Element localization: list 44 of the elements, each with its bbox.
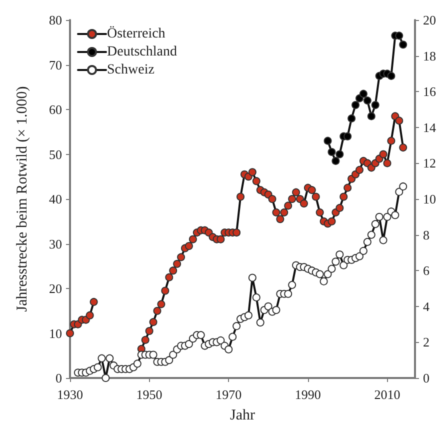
point (352, 101, 360, 110)
point (387, 72, 396, 80)
y-tick-label: 60 (49, 102, 62, 117)
point (367, 112, 376, 120)
y2-tick-label: 20 (423, 12, 436, 28)
point (348, 114, 356, 122)
y2-tick-label: 12 (423, 156, 436, 171)
point (344, 132, 352, 140)
y2-tick-label: 14 (423, 120, 436, 135)
point (395, 32, 404, 40)
point (371, 101, 380, 110)
y-axis-title: Jahresstrecke beim Rotwild (× 1.000) (14, 86, 30, 312)
point (359, 90, 368, 98)
x-tick-label: 1950 (136, 387, 162, 402)
point (328, 148, 336, 156)
y2-tick-label: 10 (423, 192, 436, 206)
point (324, 136, 332, 145)
y-tick-label: 20 (49, 281, 62, 296)
point (336, 150, 344, 158)
x-tick-label: 1990 (294, 387, 321, 402)
x-tick-label: 2010 (374, 387, 400, 402)
point (363, 96, 372, 105)
y-tick-label: 10 (49, 326, 62, 341)
y2-tick-label: 4 (423, 298, 430, 314)
y-tick-label: 0 (56, 370, 62, 386)
y-tick-label: 80 (49, 12, 62, 28)
y2-tick-label: 8 (423, 227, 430, 242)
y2-tick-label: 18 (423, 48, 436, 64)
legend-label: Schweiz (107, 62, 154, 78)
x-tick-label: 1970 (216, 387, 242, 402)
x-axis-title: Jahr (230, 408, 255, 424)
point (399, 40, 408, 49)
point (332, 156, 340, 165)
x-tick-label: 1930 (57, 387, 83, 402)
legend-label: Deutschland (107, 44, 177, 60)
legend-label: Österreich (107, 26, 166, 42)
y-tick-label: 40 (49, 192, 62, 206)
y2-tick-label: 6 (423, 263, 430, 278)
y2-tick-label: 2 (423, 334, 430, 350)
y2-tick-label: 16 (423, 84, 436, 100)
y2-tick-label: 0 (423, 370, 430, 386)
y-tick-label: 50 (49, 146, 62, 162)
y-tick-label: 70 (49, 57, 62, 72)
y-tick-label: 30 (49, 236, 62, 252)
